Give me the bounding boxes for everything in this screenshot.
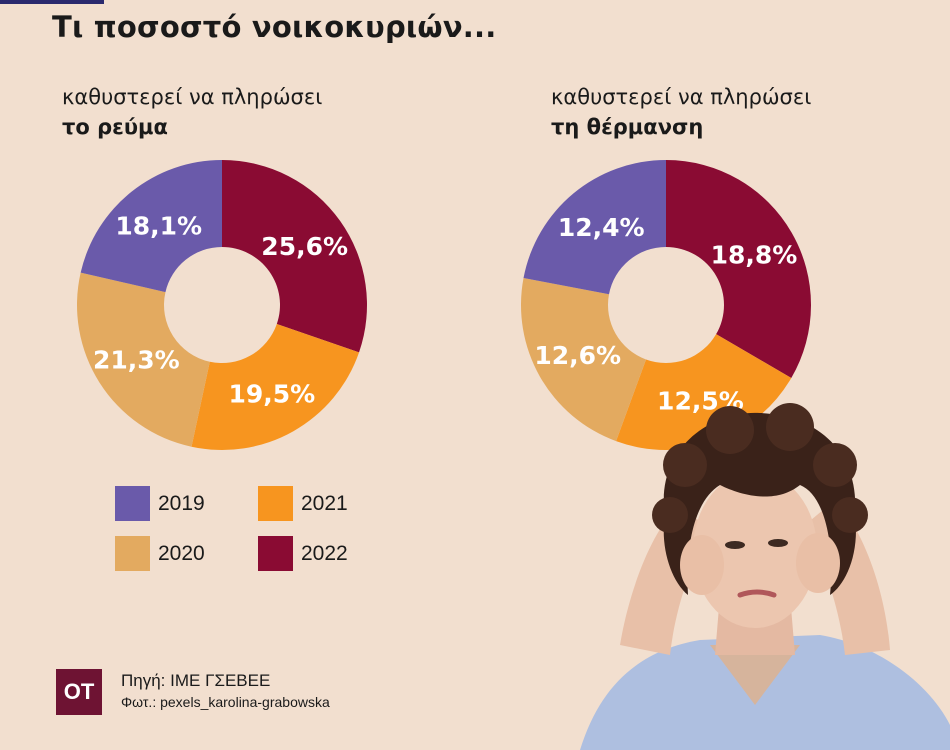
legend-item-2022: 2022: [258, 536, 348, 571]
legend-item-2021: 2021: [258, 486, 348, 521]
slice-value-label: 12,4%: [558, 213, 645, 242]
subtitle-line: καθυστερεί να πληρώσει: [62, 85, 323, 109]
slice-value-label: 12,6%: [534, 341, 621, 370]
subtitle-line: καθυστερεί να πληρώσει: [551, 85, 812, 109]
donut-slice-2019: [523, 160, 666, 295]
photo-credit: Φωτ.: pexels_karolina-grabowska: [121, 694, 330, 710]
donut-slice-2021: [191, 323, 360, 451]
donut-chart-heating: 18,8%12,5%12,6%12,4%: [521, 160, 811, 450]
source-text: Πηγή: ΙΜΕ ΓΣΕΒΕΕ: [121, 671, 271, 690]
top-accent-line: [0, 0, 104, 4]
slice-value-label: 21,3%: [93, 346, 180, 375]
legend-label: 2021: [301, 491, 348, 515]
legend-label: 2022: [301, 541, 348, 565]
slice-value-label: 18,8%: [711, 240, 798, 269]
chart-subtitle-heating: καθυστερεί να πληρώσει τη θέρμανση: [551, 82, 811, 142]
source-block: Πηγή: ΙΜΕ ΓΣΕΒΕΕ Φωτ.: pexels_karolina-g…: [121, 671, 330, 710]
legend-item-2020: 2020: [115, 536, 205, 571]
legend-label: 2019: [158, 491, 205, 515]
slice-value-label: 18,1%: [115, 212, 202, 241]
page-title: Τι ποσοστό νοικοκυριών...: [52, 10, 497, 44]
ot-logo: ΟΤ: [56, 669, 102, 715]
worried-woman-photo: [580, 403, 950, 750]
legend-swatch: [258, 536, 293, 571]
donut-chart-electricity: 25,6% 19,5% 21,3% 18,1%: [76, 160, 367, 451]
legend-swatch: [115, 536, 150, 571]
legend-item-2019: 2019: [115, 486, 205, 521]
subtitle-strong: το ρεύμα: [62, 115, 168, 139]
legend-swatch: [258, 486, 293, 521]
legend-label: 2020: [158, 541, 205, 565]
legend: 2019 2021 2020 2022: [115, 486, 415, 576]
donut-slice-2020: [521, 278, 647, 442]
donut-slice-2022: [222, 160, 367, 353]
donut-slice-2022: [666, 160, 811, 378]
chart-subtitle-electricity: καθυστερεί να πληρώσει το ρεύμα: [62, 82, 322, 142]
subtitle-strong: τη θέρμανση: [551, 115, 704, 139]
legend-swatch: [115, 486, 150, 521]
donut-slice-2019: [80, 160, 222, 293]
slice-value-label: 19,5%: [228, 379, 315, 408]
slice-value-label: 25,6%: [261, 232, 348, 261]
donut-slice-2020: [76, 272, 210, 447]
